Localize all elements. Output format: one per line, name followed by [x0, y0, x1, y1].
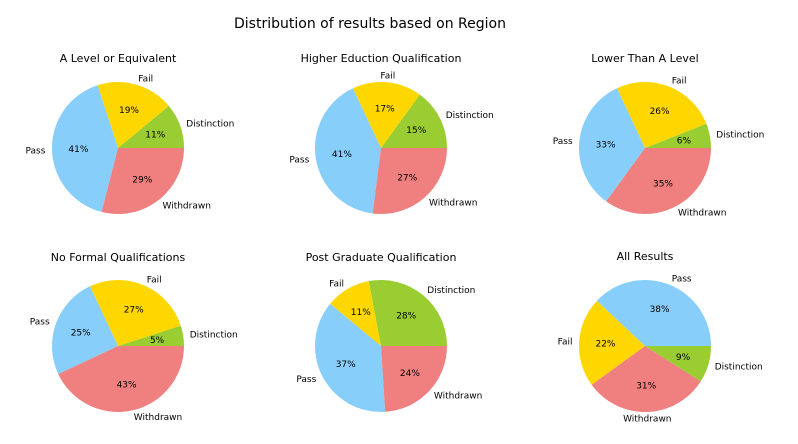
pie-label-withdrawn: Withdrawn: [434, 392, 482, 402]
pie-slice-pass: [51, 85, 118, 212]
pie-slice-withdrawn: [101, 148, 184, 215]
pie-percent-fail: 11%: [351, 308, 371, 318]
pie-label-distinction: Distinction: [715, 362, 763, 372]
pie-percent-withdrawn: 43%: [117, 381, 137, 391]
pie-label-pass: Pass: [30, 317, 50, 327]
pie-slice-pass: [596, 280, 711, 346]
pie-slice-distinction: [118, 325, 185, 346]
pie-percent-withdrawn: 29%: [132, 175, 152, 185]
pie-title: Lower Than A Level: [591, 52, 698, 65]
pie-slice-pass: [315, 303, 386, 412]
pie-slice-withdrawn: [372, 148, 447, 215]
figure-title: Distribution of results based on Region: [234, 16, 506, 32]
pie-percent-withdrawn: 31%: [636, 382, 656, 392]
pie-percent-distinction: 11%: [145, 131, 165, 141]
pie-slice-fail: [330, 281, 381, 346]
pie-chart-no-formal-qualifications: No Formal Qualifications 5% Distinction 27%…: [30, 251, 238, 423]
pie-label-distinction: Distinction: [186, 119, 234, 129]
pie-label-fail: Fail: [138, 74, 153, 84]
pie-label-fail: Fail: [147, 275, 162, 285]
pie-label-distinction: Distinction: [446, 111, 494, 121]
pie-percent-fail: 26%: [650, 107, 670, 117]
pie-title: No Formal Qualifications: [51, 251, 186, 264]
pie-slice-fail: [352, 81, 420, 148]
pie-slice-withdrawn: [591, 346, 701, 413]
pie-title: Higher Eduction Qualification: [301, 52, 462, 65]
pie-percent-withdrawn: 27%: [397, 174, 417, 184]
pie-percent-pass: 41%: [68, 145, 88, 155]
pie-label-withdrawn: Withdrawn: [623, 415, 671, 425]
pie-slice-fail: [616, 81, 707, 148]
pie-percent-pass: 41%: [332, 150, 352, 160]
pie-percent-distinction: 15%: [406, 126, 426, 136]
pie-slice-distinction: [368, 280, 447, 346]
pie-label-withdrawn: Withdrawn: [163, 201, 211, 211]
pie-percent-distinction: 6%: [677, 137, 692, 147]
pie-title: All Results: [617, 250, 674, 263]
pie-grid: A Level or Equivalent 11% Distinction 19% Fa…: [25, 52, 764, 425]
pie-slice-distinction: [645, 123, 711, 148]
pie-title: A Level or Equivalent: [60, 52, 177, 65]
pie-slice-withdrawn: [58, 346, 184, 413]
pie-slice-distinction: [118, 105, 184, 148]
pie-label-pass: Pass: [296, 375, 316, 385]
pie-label-fail: Fail: [329, 280, 344, 290]
pie-slice-pass: [314, 88, 381, 214]
pie-label-fail: Fail: [672, 77, 687, 87]
pie-slice-withdrawn: [381, 346, 447, 412]
pie-percent-pass: 38%: [650, 305, 670, 315]
pie-label-fail: Fail: [558, 337, 573, 347]
pie-percent-pass: 25%: [71, 329, 91, 339]
pie-label-distinction: Distinction: [427, 286, 475, 296]
pie-chart-post-graduate-qualification: Post Graduate Qualification 28% Distinctio…: [296, 251, 482, 412]
pie-label-withdrawn: Withdrawn: [429, 199, 477, 209]
pie-slice-pass: [578, 88, 645, 202]
pie-label-pass: Pass: [289, 155, 309, 165]
pie-label-withdrawn: Withdrawn: [134, 413, 182, 423]
pie-percent-fail: 22%: [595, 340, 615, 350]
pie-percent-fail: 19%: [119, 106, 139, 116]
pie-label-fail: Fail: [380, 72, 395, 82]
pie-percent-distinction: 5%: [150, 336, 165, 346]
pie-percent-distinction: 9%: [676, 353, 691, 363]
pie-slice-fail: [578, 300, 645, 385]
pie-percent-pass: 37%: [336, 360, 356, 370]
pie-chart-lower-than-a-level: Lower Than A Level 6% Distinction 26% Fail 33…: [553, 52, 765, 219]
pie-chart-higher-eduction-qualification: Higher Eduction Qualification 15% Distinct…: [289, 52, 494, 215]
pie-label-pass: Pass: [553, 137, 573, 147]
pie-label-pass: Pass: [25, 146, 45, 156]
pie-percent-fail: 27%: [124, 306, 144, 316]
pie-slice-withdrawn: [606, 148, 711, 215]
pie-slice-distinction: [381, 94, 447, 148]
pie-percent-pass: 33%: [596, 140, 616, 150]
pie-chart-a-level-or-equivalent: A Level or Equivalent 11% Distinction 19% Fa…: [25, 52, 234, 215]
pie-slice-pass: [51, 286, 118, 375]
pie-slice-distinction: [645, 346, 711, 382]
pie-label-distinction: Distinction: [716, 130, 764, 140]
pie-percent-distinction: 28%: [396, 312, 416, 322]
pie-label-pass: Pass: [672, 275, 692, 285]
pie-percent-withdrawn: 24%: [400, 369, 420, 379]
pie-chart-all-results: All Results 9% Distinction 31% Withdrawn 22% F…: [558, 250, 763, 425]
pie-percent-fail: 17%: [375, 105, 395, 115]
pie-label-withdrawn: Withdrawn: [678, 209, 726, 219]
pie-slice-fail: [89, 279, 181, 346]
pie-slice-fail: [97, 81, 169, 148]
pie-percent-withdrawn: 35%: [653, 179, 673, 189]
pie-label-distinction: Distinction: [190, 331, 238, 341]
pie-title: Post Graduate Qualification: [306, 251, 457, 264]
